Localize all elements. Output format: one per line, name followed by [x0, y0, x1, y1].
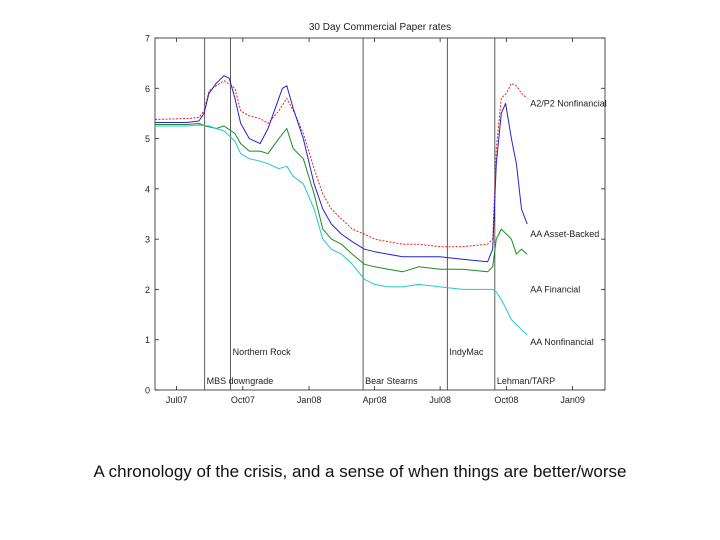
series-line: [155, 124, 528, 336]
event-label: MBS downgrade: [207, 376, 274, 386]
series-label: AA Nonfinancial: [530, 337, 594, 347]
x-tick-label: Jul07: [166, 395, 188, 405]
x-axis: Jul07 Oct07 Jan08 Apr08 Jul08 Oct08 Jan09: [166, 38, 585, 405]
series-labels: A2/P2 Nonfinancial AA Asset-Backed AA Fina…: [530, 98, 607, 347]
x-tick-label: Jul08: [429, 395, 451, 405]
x-tick-label: Jan09: [560, 395, 585, 405]
y-tick-label: 5: [145, 134, 150, 144]
y-tick-label: 2: [145, 285, 150, 295]
event-label: IndyMac: [449, 347, 484, 357]
series-label: AA Financial: [530, 284, 580, 294]
plot-frame: [154, 37, 606, 391]
series-line: [154, 80, 528, 248]
series-label: AA Asset-Backed: [530, 229, 599, 239]
chart: 30 Day Commercial Paper rates 0 1 2 3 4 5 6 7 J…: [145, 22, 607, 405]
x-tick-label: Oct08: [494, 395, 518, 405]
y-tick-label: 7: [145, 34, 150, 44]
y-tick-label: 1: [145, 335, 150, 345]
y-tick-label: 6: [145, 84, 150, 94]
event-label: Bear Stearns: [365, 376, 418, 386]
event-markers: MBS downgrade Northern Rock Bear Stearns In…: [204, 38, 555, 390]
series-line: [155, 75, 528, 263]
series-lines: [154, 75, 528, 336]
y-tick-label: 0: [145, 386, 150, 396]
slide-caption: A chronology of the crisis, and a sense …: [93, 462, 627, 481]
y-axis: 0 1 2 3 4 5 6 7: [145, 34, 605, 396]
x-tick-label: Jan08: [297, 395, 322, 405]
series-line: [155, 123, 528, 273]
event-label: Lehman/TARP: [497, 376, 555, 386]
y-tick-label: 4: [145, 184, 150, 194]
x-tick-label: Apr08: [363, 395, 387, 405]
event-label: Northern Rock: [233, 347, 292, 357]
y-tick-label: 3: [145, 235, 150, 245]
x-tick-label: Oct07: [231, 395, 255, 405]
chart-title: 30 Day Commercial Paper rates: [309, 22, 451, 33]
series-label: A2/P2 Nonfinancial: [530, 98, 607, 108]
